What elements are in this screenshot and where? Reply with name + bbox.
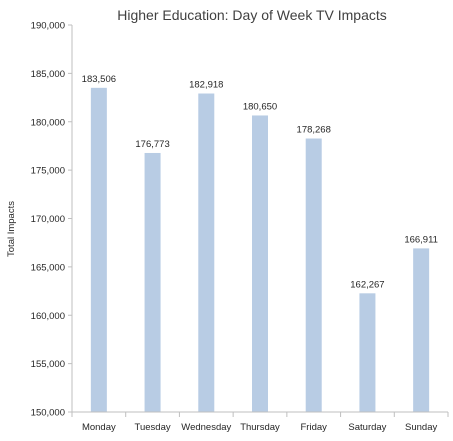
data-label: 166,911: [404, 234, 438, 245]
data-label: 178,268: [297, 125, 331, 136]
y-tick-label: 165,000: [31, 262, 65, 273]
y-tick-label: 175,000: [31, 166, 65, 177]
bars-group: 183,506 176,773 182,918 180,650 178,268 162,2…: [82, 74, 438, 413]
x-tick-label: Tuesday: [135, 422, 171, 433]
x-tick-label: Friday: [301, 422, 328, 433]
x-tick-label: Monday: [82, 422, 116, 433]
y-tick-label: 150,000: [31, 408, 65, 419]
y-axis: 150,000 155,000 160,000 165,000 170,000 175,0…: [31, 21, 73, 419]
chart-title: Higher Education: Day of Week TV Impacts: [117, 7, 387, 23]
y-axis-label: Total Impacts: [6, 201, 17, 257]
y-tick-label: 155,000: [31, 359, 65, 370]
bar-sunday: [413, 248, 430, 412]
y-tick-label: 160,000: [31, 311, 65, 322]
data-label: 162,267: [350, 279, 384, 290]
y-tick-label: 185,000: [31, 69, 65, 80]
bar-tuesday: [144, 152, 161, 412]
bar-monday: [90, 87, 107, 412]
data-label: 176,773: [135, 139, 169, 150]
data-label: 182,918: [189, 80, 223, 91]
y-tick-label: 190,000: [31, 21, 65, 32]
x-tick-label: Wednesday: [181, 422, 231, 433]
bar-saturday: [359, 293, 376, 412]
data-label: 180,650: [243, 101, 277, 112]
x-axis: Monday Tuesday Wednesday Thursday Friday Satu…: [71, 411, 449, 433]
bar-wednesday: [198, 93, 215, 413]
data-label: 183,506: [82, 74, 116, 85]
bar-thursday: [252, 115, 268, 413]
y-tick-label: 170,000: [31, 214, 65, 225]
x-tick-label: Sunday: [405, 422, 437, 433]
y-tick-label: 180,000: [31, 117, 65, 128]
bar-friday: [305, 138, 322, 413]
x-tick-label: Thursday: [240, 422, 280, 433]
x-tick-label: Saturday: [348, 422, 386, 433]
